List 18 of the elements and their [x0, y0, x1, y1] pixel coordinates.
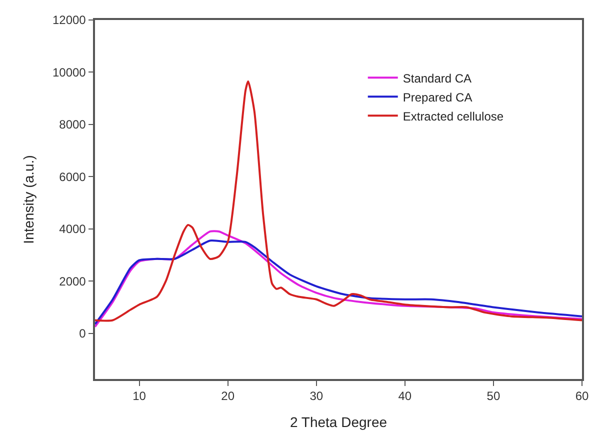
y-tick-label: 8000	[59, 118, 86, 132]
x-axis-title: 2 Theta Degree	[290, 414, 388, 430]
x-tick-label: 60	[575, 389, 589, 404]
y-axis-title: Intensity (a.u.)	[20, 155, 37, 244]
x-tick-label: 10	[132, 389, 146, 404]
x-tick-label: 30	[310, 389, 324, 404]
x-tick-label: 40	[398, 389, 412, 404]
y-tick-label: 12000	[52, 13, 86, 28]
y-tick-label: 4000	[59, 222, 86, 236]
y-tick-label: 2000	[59, 274, 86, 288]
y-tick-label: 0	[79, 326, 86, 341]
legend-label: Extracted cellulose	[402, 109, 504, 124]
legend-label: Prepared CA	[402, 90, 472, 104]
x-tick-label: 20	[221, 389, 235, 404]
y-tick-label: 6000	[59, 170, 86, 184]
legend-label: Standard CA	[402, 71, 472, 86]
x-tick-label: 50	[486, 389, 500, 404]
y-tick-label: 10000	[52, 65, 86, 80]
